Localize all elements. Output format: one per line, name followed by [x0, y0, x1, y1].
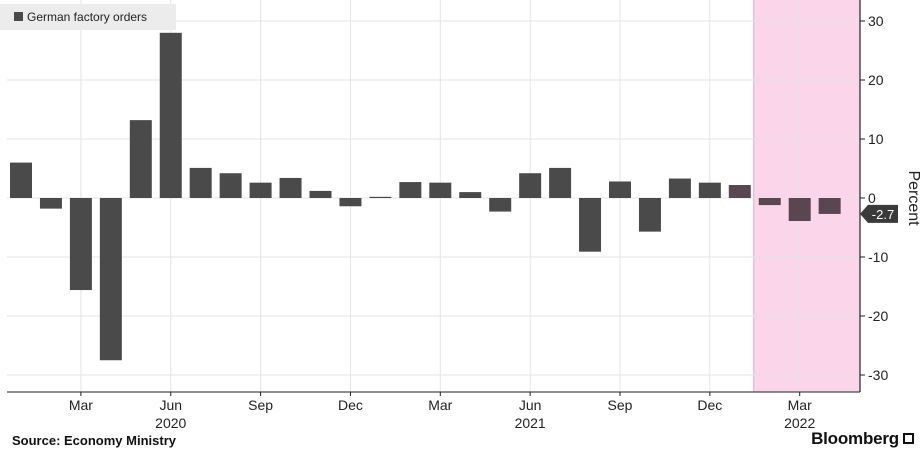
bar	[279, 177, 302, 198]
bar	[159, 32, 182, 198]
bar	[129, 120, 152, 198]
brand-name: Bloomberg	[811, 429, 899, 448]
x-year-label: 2020	[155, 415, 186, 430]
bars	[10, 32, 841, 361]
x-tick-label: Dec	[697, 397, 722, 413]
brand-logo: Bloomberg	[811, 429, 914, 449]
x-axis-labels: Mar Jun 2020 Sep Dec Mar Jun 2021 Sep Dec Mar 2022	[69, 392, 815, 431]
bar-chart: 30 20 10 0 -10 -20 -30 Mar Jun 2020 Sep Dec Mar Jun 2…	[0, 0, 922, 431]
bar	[489, 198, 512, 212]
y-tick-label: 30	[868, 13, 884, 29]
x-tick-label: Sep	[248, 397, 273, 413]
bar	[579, 198, 602, 252]
shade-rect	[753, 0, 860, 392]
bar	[99, 198, 122, 361]
shaded-region	[753, 0, 860, 392]
bar	[549, 167, 572, 198]
bar	[189, 167, 212, 198]
legend-label: German factory orders	[27, 10, 147, 24]
bar	[309, 190, 332, 198]
y-tick-label: 10	[868, 131, 884, 147]
y-tick-label: 0	[868, 190, 876, 206]
x-tick-label: Jun	[519, 397, 542, 413]
y-axis: 30 20 10 0 -10 -20 -30	[7, 0, 888, 393]
bar	[69, 198, 92, 291]
bar	[339, 198, 362, 207]
bar	[39, 198, 62, 209]
y-tick-label: -30	[868, 367, 888, 383]
last-value-text: -2.7	[872, 207, 894, 222]
bar	[758, 198, 781, 206]
x-year-label: 2022	[784, 415, 815, 430]
bar	[399, 182, 422, 198]
x-tick-label: Jun	[159, 397, 182, 413]
bar	[10, 162, 32, 198]
bar	[519, 173, 542, 198]
legend-background	[0, 4, 176, 30]
y-tick-label: 20	[868, 72, 884, 88]
bar	[249, 182, 272, 198]
bar	[429, 182, 452, 198]
bar	[609, 181, 631, 198]
bar	[459, 192, 482, 198]
y-tick-label: -10	[868, 249, 888, 265]
bar	[698, 182, 721, 198]
bar	[818, 198, 841, 214]
legend: German factory orders	[0, 4, 176, 30]
x-tick-label: Sep	[608, 397, 633, 413]
y-tick-label: -20	[868, 308, 888, 324]
bar	[638, 198, 661, 232]
x-tick-label: Mar	[428, 397, 452, 413]
bloomberg-icon	[903, 433, 914, 445]
last-value-badge	[860, 204, 898, 223]
bar	[668, 178, 691, 198]
source-note: Source: Economy Ministry	[12, 433, 176, 448]
last-value-tag: -2.7	[860, 204, 898, 223]
bar	[219, 173, 242, 198]
bar	[788, 198, 811, 222]
bar	[728, 185, 751, 198]
bar	[369, 196, 392, 199]
legend-swatch	[14, 12, 23, 21]
y-axis-title: Percent	[905, 170, 922, 226]
x-year-label: 2021	[515, 415, 546, 430]
x-tick-label: Mar	[788, 397, 812, 413]
x-tick-label: Mar	[69, 397, 93, 413]
x-tick-label: Dec	[338, 397, 363, 413]
y-axis-label: Percent	[905, 170, 922, 226]
